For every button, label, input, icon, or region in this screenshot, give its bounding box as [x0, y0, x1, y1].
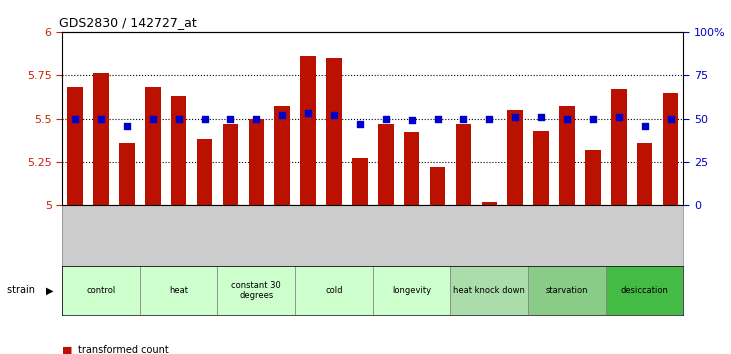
Bar	[197, 139, 212, 205]
Bar	[373, 266, 450, 315]
Point	[613, 114, 624, 120]
Point	[354, 121, 366, 127]
Point	[406, 118, 417, 123]
Bar	[62, 266, 140, 315]
Point	[147, 116, 159, 121]
Bar	[482, 202, 497, 205]
Point	[483, 116, 495, 121]
Bar	[378, 124, 393, 205]
Point	[224, 116, 236, 121]
Text: cold: cold	[325, 286, 343, 295]
Point	[121, 123, 133, 129]
Bar	[171, 96, 186, 205]
Text: longevity: longevity	[392, 286, 431, 295]
Bar	[534, 131, 549, 205]
Point	[510, 114, 521, 120]
Bar	[450, 266, 528, 315]
Bar	[559, 107, 575, 205]
Text: heat knock down: heat knock down	[453, 286, 526, 295]
Text: strain: strain	[7, 285, 39, 295]
Bar	[94, 74, 109, 205]
Bar	[585, 150, 601, 205]
Point	[199, 116, 211, 121]
Point	[587, 116, 599, 121]
Bar	[611, 89, 626, 205]
Bar	[218, 266, 295, 315]
Bar	[326, 58, 342, 205]
Bar	[274, 107, 290, 205]
Point	[328, 112, 340, 118]
Bar	[430, 167, 445, 205]
Bar	[119, 143, 135, 205]
Text: ▶: ▶	[46, 285, 53, 295]
Point	[95, 116, 107, 121]
Point	[251, 116, 262, 121]
Point	[664, 116, 676, 121]
Bar	[249, 119, 264, 205]
Text: desiccation: desiccation	[621, 286, 669, 295]
Point	[380, 116, 392, 121]
Bar	[637, 143, 652, 205]
Text: starvation: starvation	[546, 286, 588, 295]
Text: control: control	[86, 286, 115, 295]
Point	[69, 116, 81, 121]
Bar	[606, 266, 683, 315]
Bar	[67, 87, 83, 205]
Point	[302, 110, 314, 116]
Point	[276, 112, 288, 118]
Bar	[300, 56, 316, 205]
Point	[535, 114, 547, 120]
Bar	[507, 110, 523, 205]
Point	[639, 123, 651, 129]
Text: constant 30
degrees: constant 30 degrees	[232, 281, 281, 300]
Bar	[404, 132, 420, 205]
Point	[561, 116, 573, 121]
Bar	[455, 124, 471, 205]
Text: transformed count: transformed count	[78, 346, 169, 354]
Text: heat: heat	[169, 286, 188, 295]
Point	[432, 116, 444, 121]
Bar	[663, 92, 678, 205]
Bar	[528, 266, 606, 315]
Point	[458, 116, 469, 121]
Bar	[140, 266, 218, 315]
Text: GDS2830 / 142727_at: GDS2830 / 142727_at	[59, 16, 197, 29]
Bar	[295, 266, 373, 315]
Text: ■: ■	[62, 346, 72, 354]
Bar	[352, 159, 368, 205]
Point	[173, 116, 184, 121]
Bar	[145, 87, 161, 205]
Bar	[223, 124, 238, 205]
